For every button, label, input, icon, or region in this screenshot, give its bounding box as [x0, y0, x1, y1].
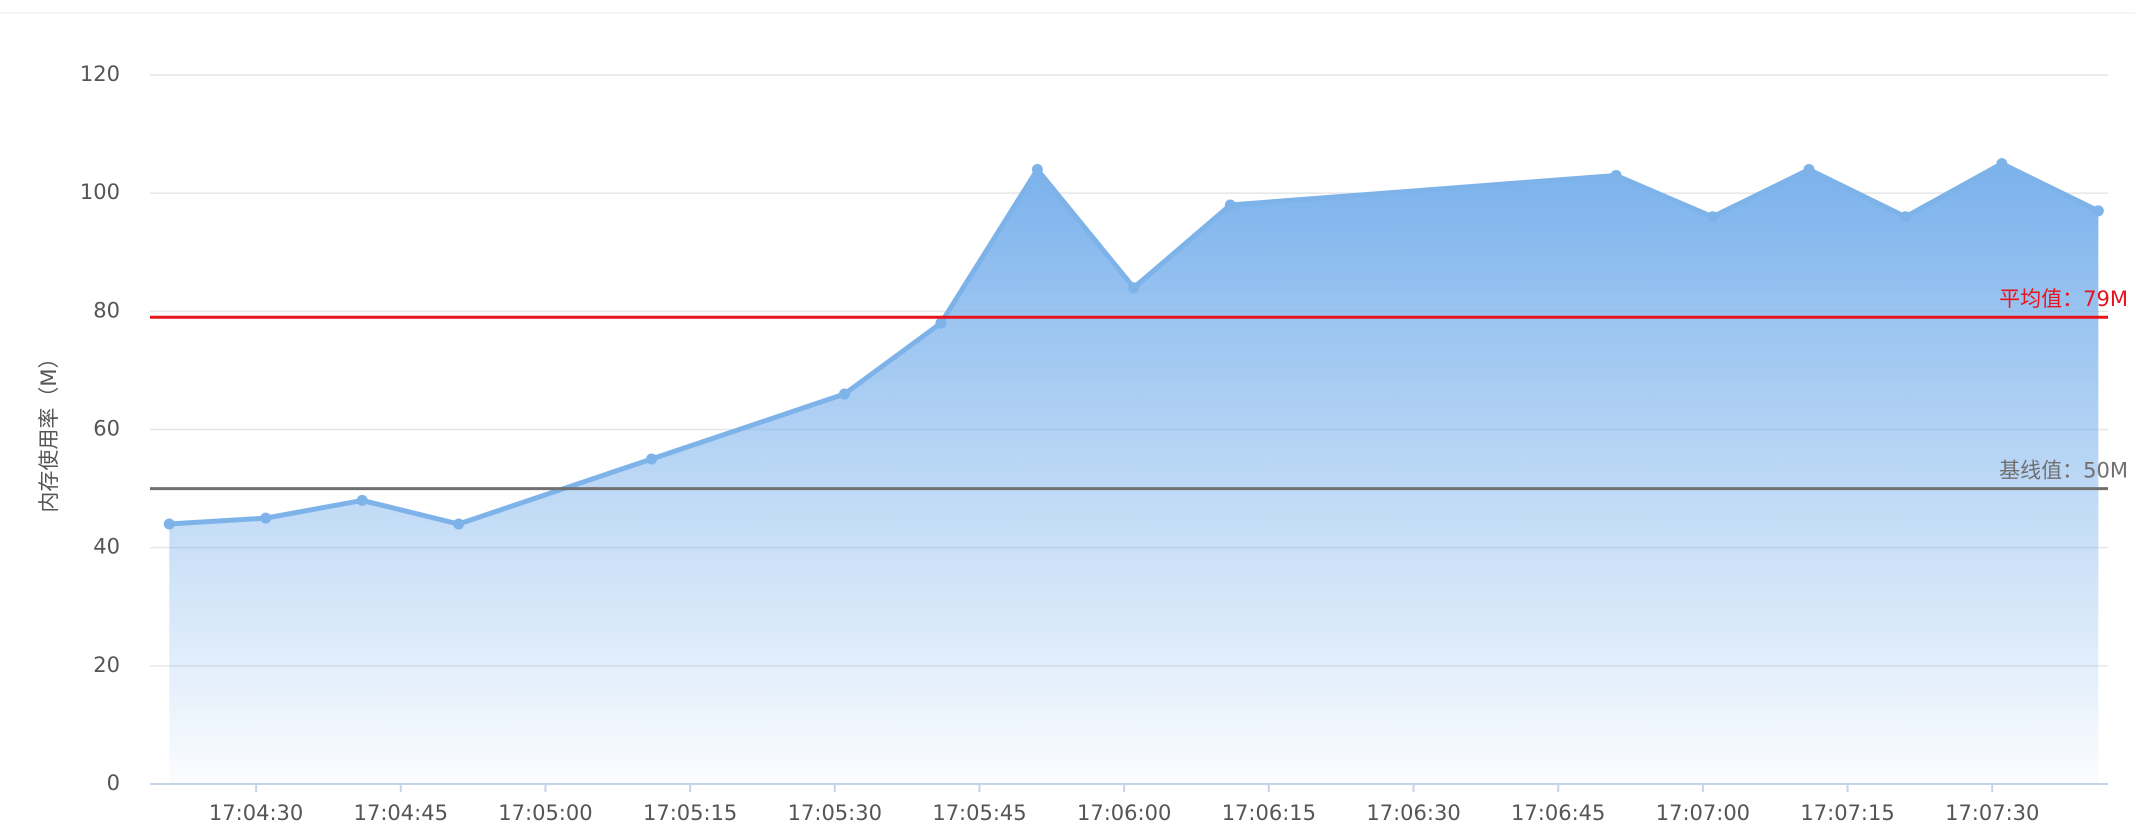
x-tick-label: 17:04:30: [209, 801, 303, 825]
x-tick-label: 17:07:15: [1800, 801, 1894, 825]
point: [163, 518, 175, 530]
x-tick-label: 17:04:45: [354, 801, 448, 825]
point: [838, 388, 850, 400]
point: [1707, 211, 1719, 223]
y-tick-label: 0: [107, 771, 120, 795]
x-tick-label: 17:05:30: [788, 801, 882, 825]
point: [1610, 169, 1622, 181]
point: [1899, 211, 1911, 223]
point: [935, 317, 947, 329]
x-tick-label: 17:05:00: [498, 801, 592, 825]
point: [260, 512, 272, 524]
x-tick-label: 17:06:45: [1511, 801, 1605, 825]
point: [1128, 282, 1140, 294]
area: [169, 163, 2099, 784]
point: [1031, 164, 1043, 176]
point: [2092, 205, 2104, 217]
y-tick-label: 100: [80, 180, 120, 204]
x-tick-label: 17:05:45: [932, 801, 1026, 825]
y-axis-title: 内存使用率（M）: [37, 347, 61, 512]
y-tick-label: 40: [93, 535, 120, 559]
y-tick-label: 120: [80, 62, 120, 86]
reference-label: 基线值：50M: [1999, 459, 2128, 483]
x-tick-label: 17:07:00: [1656, 801, 1750, 825]
x-tick-label: 17:05:15: [643, 801, 737, 825]
x-tick-label: 17:06:15: [1222, 801, 1316, 825]
x-tick-label: 17:07:30: [1945, 801, 2039, 825]
line: [169, 161, 2100, 527]
point: [1996, 158, 2008, 170]
point: [1224, 199, 1236, 211]
point: [356, 494, 368, 506]
x-tick-label: 17:06:30: [1366, 801, 1460, 825]
point: [1803, 164, 1815, 176]
point: [646, 453, 658, 465]
reference-label: 平均值：79M: [1999, 287, 2128, 311]
y-tick-label: 60: [93, 417, 120, 441]
point: [453, 518, 465, 530]
y-tick-label: 20: [93, 653, 120, 677]
y-tick-label: 80: [93, 298, 120, 322]
x-tick-label: 17:06:00: [1077, 801, 1171, 825]
